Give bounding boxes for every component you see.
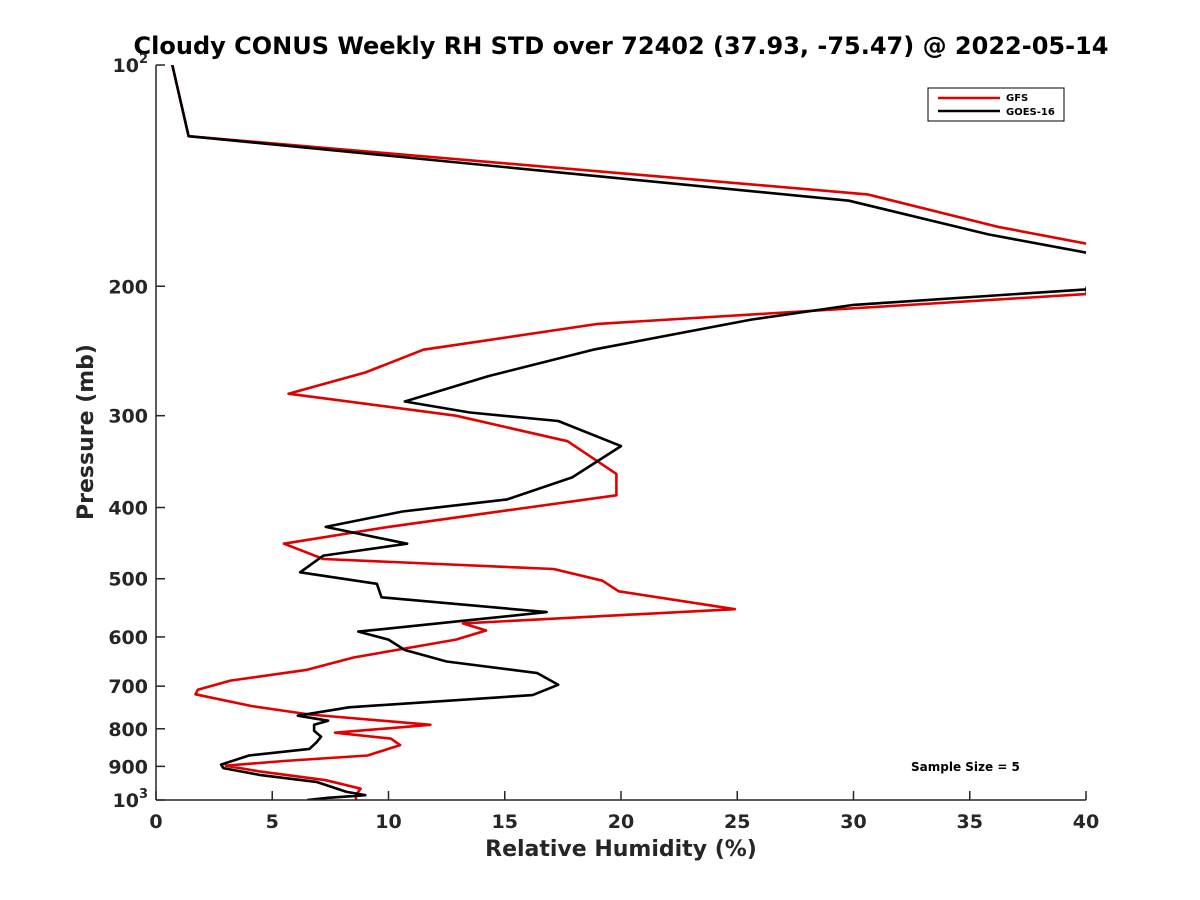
y-axis-label: Pressure (mb) — [74, 344, 99, 520]
y-tick-label: 102 — [113, 52, 149, 77]
x-tick-label: 0 — [149, 811, 162, 833]
x-tick-label: 30 — [840, 811, 866, 833]
x-tick-label: 10 — [375, 811, 401, 833]
y-tick-label: 200 — [108, 276, 148, 298]
y-ticks: 102 200 300 400 500 600 700 800 900 103 — [108, 52, 165, 812]
legend-label-goes16: GOES-16 — [1006, 107, 1055, 118]
y-tick-label: 300 — [108, 406, 148, 428]
legend-box — [927, 87, 1065, 122]
x-tick-label: 25 — [724, 811, 750, 833]
legend-label-gfs: GFS — [1006, 93, 1028, 104]
legend: GFS GOES-16 — [927, 87, 1065, 122]
x-tick-label: 15 — [492, 811, 518, 833]
y-tick-label: 700 — [108, 676, 148, 698]
y-tick-label: 500 — [108, 569, 148, 591]
x-tick-label: 5 — [266, 811, 279, 833]
x-tick-label: 35 — [957, 811, 983, 833]
series-layer — [171, 65, 1086, 800]
plot-area — [156, 65, 1086, 800]
x-tick-label: 20 — [608, 811, 634, 833]
series-line-goes16 — [171, 65, 1086, 800]
y-tick-label: 800 — [108, 719, 148, 741]
sample-size-annotation: Sample Size = 5 — [911, 760, 1020, 774]
x-tick-label: 40 — [1073, 811, 1099, 833]
x-ticks: 0 5 10 15 20 25 30 35 40 — [149, 791, 1099, 833]
y-tick-label: 400 — [108, 498, 148, 520]
series-line-gfs — [171, 65, 1086, 800]
y-tick-label: 600 — [108, 627, 148, 649]
chart-title: Cloudy CONUS Weekly RH STD over 72402 (3… — [134, 32, 1109, 60]
y-tick-label: 103 — [113, 787, 149, 812]
x-axis-label: Relative Humidity (%) — [485, 837, 757, 862]
y-tick-label: 900 — [108, 756, 148, 778]
